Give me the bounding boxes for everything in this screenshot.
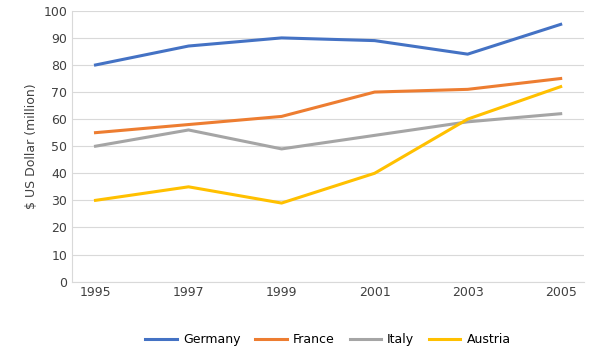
France <box>278 114 285 118</box>
Germany <box>557 22 564 27</box>
Germany <box>278 36 285 40</box>
Italy <box>278 147 285 151</box>
Austria <box>557 84 564 89</box>
Austria <box>464 117 471 121</box>
Line: Austria: Austria <box>96 87 560 203</box>
France <box>557 77 564 81</box>
Germany <box>371 39 378 43</box>
Austria <box>185 184 192 189</box>
Austria <box>278 201 285 205</box>
Y-axis label: $ US Dollar (million): $ US Dollar (million) <box>25 83 38 209</box>
Italy <box>185 128 192 132</box>
Italy <box>371 133 378 138</box>
Italy <box>557 112 564 116</box>
Austria <box>371 171 378 175</box>
France <box>92 131 99 135</box>
Line: Italy: Italy <box>96 114 560 149</box>
France <box>185 122 192 127</box>
Germany <box>92 63 99 67</box>
France <box>464 87 471 92</box>
Italy <box>92 144 99 148</box>
Italy <box>464 120 471 124</box>
Germany <box>185 44 192 48</box>
France <box>371 90 378 94</box>
Germany <box>464 52 471 56</box>
Austria <box>92 198 99 203</box>
Line: France: France <box>96 79 560 133</box>
Legend: Germany, France, Italy, Austria: Germany, France, Italy, Austria <box>140 329 516 352</box>
Line: Germany: Germany <box>96 25 560 65</box>
